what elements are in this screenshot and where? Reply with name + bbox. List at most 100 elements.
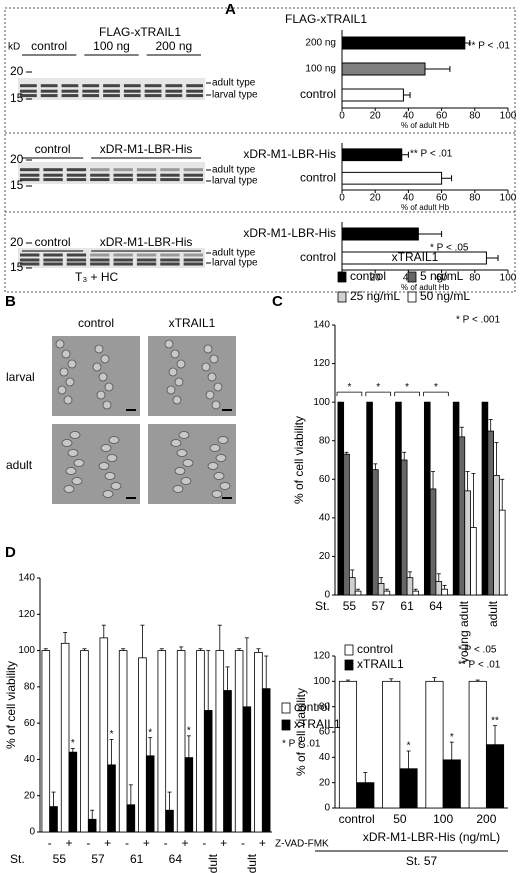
gel-marker: 15 — [10, 178, 24, 192]
cell — [96, 390, 106, 400]
y-tick-label: 100 — [313, 676, 330, 687]
cell — [55, 339, 65, 349]
chart-title: xTRAIL1 — [392, 250, 439, 264]
gel-unit: kD — [8, 42, 20, 53]
bar — [441, 588, 448, 596]
bar — [341, 148, 403, 162]
cell — [102, 490, 114, 498]
gel-band — [66, 178, 87, 182]
significance: * — [434, 382, 438, 393]
bar — [464, 490, 471, 596]
micrograph — [52, 424, 140, 504]
x-tick-label: 64 — [169, 852, 183, 866]
subcategory-label: - — [86, 836, 90, 850]
cell — [166, 385, 176, 395]
legend-swatch — [337, 271, 347, 283]
y-tick-label: 20 — [24, 790, 36, 801]
x-tick-label: adult — [245, 853, 259, 873]
gel-band — [186, 89, 203, 93]
subcategory-label: + — [143, 836, 150, 850]
legend-label: 50 ng/mL — [420, 289, 470, 303]
gel-band — [90, 173, 110, 177]
significance: * — [376, 382, 380, 393]
bar — [157, 650, 167, 833]
y-tick-label: 100 — [18, 645, 35, 656]
gel-band — [103, 94, 120, 98]
cell — [211, 490, 223, 498]
x-tick-label: 55 — [53, 852, 67, 866]
x-tick-label: 60 — [436, 273, 448, 284]
bar — [356, 782, 375, 809]
y-tick-label: 120 — [18, 609, 35, 620]
gel-band — [20, 258, 40, 262]
annotation: ** P < .01 — [458, 660, 501, 671]
y-tick-label: 60 — [319, 474, 331, 485]
significance: * — [407, 741, 411, 752]
legend-label: 25 ng/mL — [350, 289, 400, 303]
x-tick-label: 40 — [403, 111, 415, 122]
bar — [165, 809, 174, 833]
significance: ** — [491, 715, 499, 726]
significance: * — [110, 729, 114, 740]
bar — [349, 577, 356, 596]
bar — [338, 680, 358, 809]
bar — [41, 650, 51, 833]
gel-band — [90, 178, 110, 182]
cell — [94, 344, 104, 354]
gel-band — [66, 173, 87, 177]
bar — [118, 650, 128, 833]
cell — [57, 385, 67, 395]
gel-band — [144, 89, 162, 93]
x-tick-label: 100 — [500, 273, 517, 284]
bar — [242, 706, 252, 833]
panel-label: A — [225, 1, 236, 18]
gel-image — [18, 162, 205, 184]
y-tick-label: 120 — [313, 651, 330, 662]
bar — [406, 577, 414, 596]
band-label: adult type — [212, 248, 256, 259]
cell — [176, 359, 186, 369]
cell — [174, 467, 186, 475]
band-label: larval type — [212, 258, 258, 269]
x-axis-label: % of adult Hb — [401, 283, 450, 292]
gel-band — [61, 94, 79, 98]
gel-band — [20, 89, 37, 93]
cell — [209, 354, 219, 364]
cell — [178, 431, 190, 439]
gel-band — [43, 262, 63, 266]
category-label: xDR-M1-LBR-His — [243, 226, 336, 240]
bar — [395, 401, 402, 596]
gel-band — [20, 253, 40, 257]
x-axis-label: % of adult Hb — [401, 121, 450, 130]
lane-label: control — [35, 235, 71, 249]
gel-band — [43, 258, 63, 262]
band-label: adult type — [212, 165, 256, 176]
gel-band — [165, 84, 183, 88]
annotation: * P < .01 — [282, 739, 321, 750]
y-tick-label: 80 — [319, 435, 331, 446]
x-tick-label: 20 — [370, 193, 382, 204]
gel-band — [144, 84, 162, 88]
x-tick-label: 0 — [339, 111, 345, 122]
bar — [87, 818, 97, 833]
cell — [102, 400, 112, 410]
gel-band — [183, 258, 203, 262]
annotation: * P < .05 — [458, 645, 497, 656]
bar — [107, 764, 116, 833]
cell — [217, 436, 229, 444]
bar — [429, 488, 437, 596]
cell — [207, 462, 219, 470]
legend-label: control — [350, 269, 386, 283]
cell — [211, 400, 221, 410]
bar — [341, 227, 419, 241]
gel-band — [113, 262, 133, 266]
annotation: * P < .05 — [430, 243, 469, 254]
significance: * — [347, 382, 351, 393]
gel-marker: 15 — [10, 260, 24, 274]
gel-band — [20, 178, 40, 182]
micrograph-row: adult — [6, 458, 33, 472]
bar — [470, 527, 477, 596]
x-tick-label: 0 — [339, 193, 345, 204]
category-label: control — [300, 87, 336, 101]
